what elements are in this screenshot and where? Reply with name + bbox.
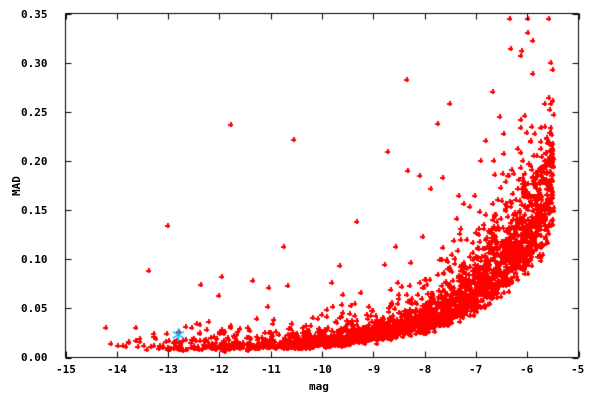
x-tick-label: -15 bbox=[56, 363, 76, 376]
x-tick-label: -11 bbox=[261, 363, 281, 376]
x-tick-label: -6 bbox=[520, 363, 534, 376]
y-tick-label: 0.35 bbox=[21, 8, 48, 21]
x-tick-label: -7 bbox=[469, 363, 483, 376]
y-tick-label: 0.20 bbox=[21, 155, 48, 168]
x-tick-label: -5 bbox=[571, 363, 585, 376]
y-tick-label: 0.10 bbox=[21, 253, 48, 266]
y-tick-label: 0.30 bbox=[21, 57, 48, 70]
x-tick-label: -13 bbox=[158, 363, 178, 376]
y-axis-label: MAD bbox=[10, 176, 23, 196]
x-tick-label: -9 bbox=[367, 363, 381, 376]
x-axis-label: mag bbox=[309, 380, 329, 393]
x-tick-label: -12 bbox=[209, 363, 229, 376]
y-tick-label: 0.00 bbox=[21, 351, 48, 364]
y-tick-label: 0.25 bbox=[21, 106, 48, 119]
x-tick-label: -8 bbox=[418, 363, 432, 376]
x-tick-label: -10 bbox=[312, 363, 332, 376]
x-tick-label: -14 bbox=[107, 363, 127, 376]
y-tick-label: 0.05 bbox=[21, 302, 48, 315]
y-tick-label: 0.15 bbox=[21, 204, 48, 217]
